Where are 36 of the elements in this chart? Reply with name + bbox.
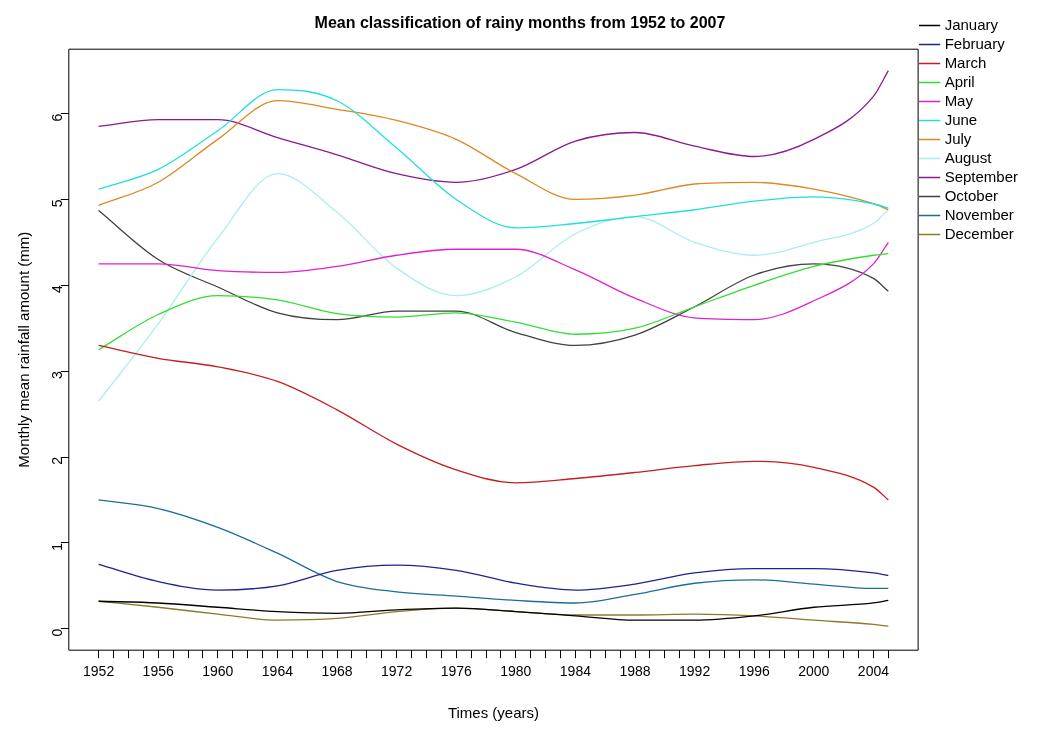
- x-tick-label: 2000: [798, 663, 830, 680]
- x-tick-label: 1976: [440, 663, 472, 680]
- y-tick-label: 2: [48, 456, 65, 465]
- legend-label: October: [944, 186, 998, 204]
- legend-label: August: [944, 148, 993, 166]
- x-tick-label: 1960: [202, 663, 234, 680]
- x-tick-label: 1968: [321, 663, 353, 680]
- x-tick-label: 1964: [261, 663, 294, 680]
- x-tick-label: 1984: [559, 663, 592, 680]
- y-tick-label: 5: [48, 199, 65, 208]
- y-axis-title: Monthly mean rainfall amount (mm): [15, 231, 33, 468]
- chart-title: Mean classification of rainy months from 1952 to 2007: [314, 14, 726, 32]
- x-axis-title: Times (years): [447, 704, 540, 722]
- x-tick-label: 1996: [738, 663, 770, 680]
- y-tick-label: 6: [48, 113, 65, 122]
- legend-label: May: [944, 91, 974, 109]
- x-tick-label: 1992: [679, 663, 711, 680]
- legend-label: November: [944, 205, 1014, 223]
- x-tick-label: 1980: [500, 663, 532, 680]
- legend-label: April: [944, 72, 975, 90]
- y-tick-label: 3: [48, 370, 65, 379]
- legend-label: February: [944, 34, 1006, 52]
- x-tick-label: 1988: [619, 663, 651, 680]
- legend-label: July: [944, 129, 972, 147]
- legend-label: March: [944, 53, 987, 71]
- y-tick-label: 4: [48, 285, 65, 294]
- legend-label: December: [944, 224, 1014, 242]
- x-tick-label: 1952: [83, 663, 115, 680]
- legend-label: June: [944, 110, 978, 128]
- legend-label: September: [944, 167, 1018, 185]
- x-tick-label: 1972: [381, 663, 413, 680]
- x-tick-label: 1956: [142, 663, 174, 680]
- legend-label: January: [944, 15, 999, 33]
- x-tick-label: 2004: [857, 663, 890, 680]
- y-tick-label: 1: [48, 542, 65, 551]
- y-tick-label: 0: [48, 628, 65, 637]
